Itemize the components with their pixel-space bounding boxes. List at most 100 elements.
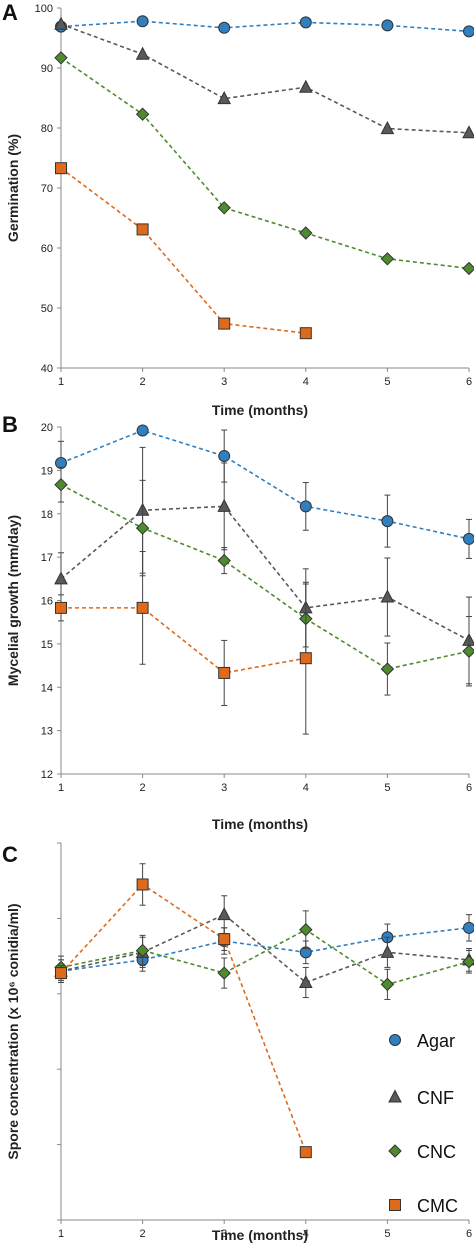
y-tick-label: 60 (41, 243, 53, 255)
data-point-cnf (380, 121, 395, 135)
x-tick-label: 6 (466, 782, 472, 794)
data-point-agar (136, 424, 149, 437)
data-point-cnf (380, 589, 395, 603)
y-tick-label: 20 (41, 422, 53, 434)
y-tick-label: 80 (41, 123, 53, 135)
series-line-cmc (60, 167, 306, 334)
series-cnf (54, 16, 474, 139)
y-tick-label: 50 (41, 303, 53, 315)
data-point-cnc (217, 201, 231, 215)
data-point-cnf (54, 571, 68, 585)
legend-marker-cnc (388, 1144, 402, 1158)
x-tick-label: 1 (58, 782, 64, 794)
x-tick-label: 4 (303, 782, 309, 794)
series-line-cnf (60, 23, 470, 134)
data-point-cnc (380, 977, 395, 992)
legend-label-cnf: CNF (417, 1088, 454, 1108)
y-tick-label: 13 (41, 726, 53, 738)
legend-label-agar: Agar (417, 1031, 455, 1051)
x-tick-label: 6 (466, 376, 472, 388)
data-point-cnf (217, 907, 232, 921)
series-line-cnc (60, 57, 470, 270)
series-line-agar (60, 20, 470, 33)
chart-panel-a: A 40 50 60 70 80 90 100 1 2 3 4 5 6 Time (months) Germi… (2, 0, 474, 418)
series-line-cmc (61, 607, 306, 674)
y-tick-label: 14 (41, 682, 53, 694)
data-point-agar (463, 921, 474, 934)
series-line-agar (60, 927, 470, 972)
x-axis-label: Time (months) (212, 816, 308, 832)
legend-marker-agar (389, 1034, 401, 1046)
data-point-cnc (462, 955, 474, 969)
x-axis-label: Time (months) (212, 402, 308, 418)
panel-letter: B (2, 412, 18, 437)
y-axis-label: Spore concentration (x 10⁶ conidia/ml) (5, 903, 21, 1159)
data-point-cnc (299, 923, 313, 937)
data-point-cnc (135, 521, 150, 535)
y-tick-label: 16 (41, 596, 53, 608)
series-cnc (54, 910, 474, 1000)
data-point-agar (218, 450, 231, 463)
data-point-cnf (135, 46, 150, 60)
series-agar (55, 15, 474, 38)
panel-letter: A (2, 0, 18, 25)
data-point-agar (299, 500, 312, 513)
data-point-cnc (54, 477, 68, 492)
data-point-cnc (217, 966, 231, 980)
y-tick-label: 17 (41, 552, 53, 564)
series-cmc (55, 550, 312, 735)
x-tick-label: 5 (384, 1228, 390, 1240)
data-point-cmc (55, 967, 67, 980)
y-axis-label: Mycelial growth (mm/day) (5, 515, 21, 686)
data-point-agar (381, 19, 394, 32)
data-point-cnf (298, 79, 313, 93)
data-point-cnc (135, 107, 150, 121)
y-tick-label: 90 (41, 63, 53, 75)
y-tick-label: 100 (35, 3, 53, 15)
series-cmc (55, 863, 312, 1159)
data-point-agar (381, 515, 394, 528)
x-tick-label: 4 (303, 1228, 309, 1240)
data-point-cnc (299, 226, 313, 240)
series-line-cnc (60, 483, 470, 670)
x-tick-label: 3 (221, 782, 227, 794)
y-axis-label: Germination (%) (5, 134, 21, 242)
x-tick-label: 1 (58, 376, 64, 388)
panel-letter: C (2, 842, 18, 867)
y-tick-label: 40 (41, 363, 53, 375)
x-tick-label: 1 (58, 1228, 64, 1240)
series-agar (55, 424, 474, 559)
data-point-agar (218, 21, 231, 34)
data-point-cnc (462, 644, 474, 658)
x-tick-label: 3 (221, 1228, 227, 1240)
series-cnf (54, 446, 474, 685)
data-point-cmc (218, 666, 231, 679)
data-point-cnf (462, 125, 474, 139)
x-tick-label: 5 (384, 376, 390, 388)
series-line-cnf (60, 505, 470, 642)
data-point-cnc (135, 943, 150, 958)
chart-panel-c: C 1 2 3 4 5 6 Time (months) Spore concentration … (2, 842, 474, 1243)
x-tick-label: 2 (140, 1228, 146, 1240)
data-point-cmc (299, 327, 312, 340)
data-point-agar (136, 15, 149, 28)
y-tick-label: 18 (41, 509, 53, 521)
legend-marker-cmc (389, 1199, 401, 1211)
data-point-cmc (55, 601, 67, 614)
series-line-cmc (60, 883, 307, 1153)
x-tick-label: 6 (466, 1228, 472, 1240)
data-point-cnf (380, 944, 395, 958)
data-point-cmc (299, 652, 312, 665)
data-point-cnc (462, 261, 474, 276)
data-point-cmc (55, 162, 67, 175)
data-point-cnf (298, 974, 313, 988)
x-tick-label: 5 (384, 782, 390, 794)
series-line-cnf (60, 913, 470, 984)
data-point-cnf (54, 16, 68, 30)
data-point-cnc (380, 662, 395, 676)
data-point-cnc (380, 252, 395, 266)
y-tick-label: 70 (41, 183, 53, 195)
data-point-cmc (218, 317, 231, 330)
data-point-cmc (136, 223, 149, 236)
